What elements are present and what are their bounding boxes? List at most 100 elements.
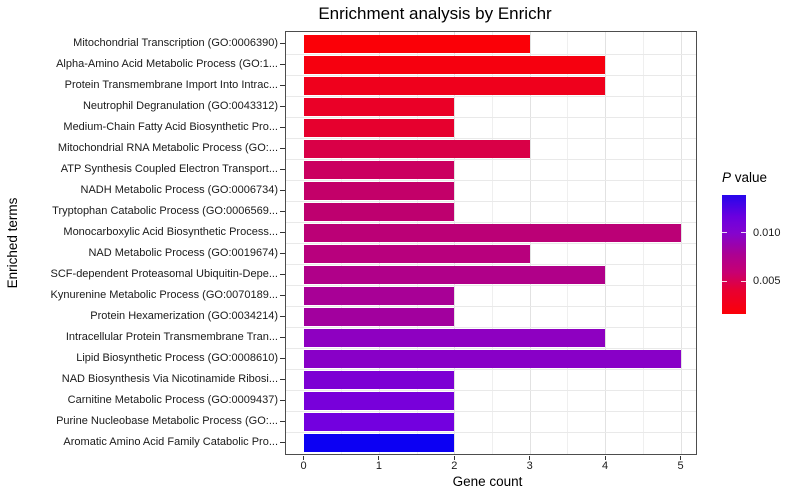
x-gridline-major — [378, 31, 380, 454]
y-axis-label: Mitochondrial RNA Metabolic Process (GO:… — [57, 142, 278, 154]
bar — [303, 307, 455, 326]
bar — [303, 34, 530, 53]
x-axis-label: 2 — [451, 460, 458, 472]
y-gridline — [285, 222, 696, 223]
colorbar-tick-right — [741, 232, 746, 234]
x-gridline-major — [680, 31, 682, 454]
y-axis-label: Neutrophil Degranulation (GO:0043312) — [82, 100, 278, 112]
y-gridline — [285, 264, 696, 265]
bar — [303, 139, 530, 158]
y-gridline — [285, 117, 696, 118]
y-axis-tick — [280, 85, 285, 86]
y-axis-label: Mitochondrial Transcription (GO:0006390) — [73, 37, 278, 49]
y-gridline — [285, 159, 696, 160]
bar — [303, 370, 455, 389]
y-axis-tick — [280, 316, 285, 317]
y-axis-label: Protein Hexamerization (GO:0034214) — [90, 310, 278, 322]
y-gridline — [285, 75, 696, 76]
x-gridline-major — [454, 31, 456, 454]
y-axis-tick — [280, 295, 285, 296]
y-axis-label: ATP Synthesis Coupled Electron Transport… — [60, 163, 278, 175]
y-axis-label: NAD Metabolic Process (GO:0019674) — [88, 247, 278, 259]
x-axis-label: 1 — [375, 460, 382, 472]
y-gridline — [285, 327, 696, 328]
x-axis-label: 3 — [526, 460, 533, 472]
x-axis-label: 0 — [300, 460, 307, 472]
x-gridline-major — [529, 31, 531, 454]
x-axis-tick — [529, 455, 531, 460]
bar — [303, 391, 455, 410]
plot-panel-border — [284, 30, 697, 455]
colorbar-tick-label: 0.010 — [753, 226, 781, 239]
y-axis-tick — [280, 400, 285, 401]
chart-title: Enrichment analysis by Enrichr — [318, 4, 552, 23]
x-gridline-minor — [492, 31, 493, 454]
y-gridline — [285, 180, 696, 181]
y-gridline — [285, 201, 696, 202]
y-axis-tick — [280, 169, 285, 170]
y-axis-label: NAD Biosynthesis Via Nicotinamide Ribosi… — [61, 373, 278, 385]
x-axis-tick — [303, 455, 304, 460]
bar — [303, 202, 455, 221]
x-gridline-minor — [642, 31, 644, 454]
y-axis-tick — [280, 127, 285, 128]
x-gridline-minor — [567, 31, 569, 454]
bar — [303, 286, 455, 305]
colorbar-tick-left — [722, 232, 727, 234]
bar — [303, 55, 606, 74]
y-axis-tick — [280, 358, 285, 359]
y-axis-label: Medium-Chain Fatty Acid Biosynthetic Pro… — [63, 121, 278, 133]
bar — [303, 265, 606, 284]
y-gridline — [285, 243, 696, 244]
x-gridline-minor — [341, 31, 343, 454]
y-axis-label: Carnitine Metabolic Process (GO:0009437) — [67, 394, 278, 406]
y-axis-tick — [280, 337, 285, 338]
y-axis-tick — [280, 190, 285, 191]
y-gridline — [285, 348, 696, 349]
y-gridline — [285, 306, 696, 307]
y-axis-label: Protein Transmembrane Import Into Intrac… — [64, 79, 278, 91]
bar — [303, 181, 455, 200]
y-gridline — [285, 432, 696, 433]
y-axis-tick — [280, 274, 285, 275]
x-gridline-major — [605, 31, 607, 454]
y-axis-tick — [280, 442, 285, 443]
y-gridline — [285, 369, 696, 370]
y-axis-label: Tryptophan Catabolic Process (GO:0006569… — [52, 205, 278, 217]
y-axis-tick — [280, 253, 285, 254]
y-axis-title: Enriched terms — [5, 197, 20, 289]
x-gridline-minor — [416, 31, 418, 454]
y-gridline — [285, 411, 696, 412]
legend-title-rest: value — [731, 170, 768, 185]
y-gridline — [285, 138, 696, 139]
y-axis-label: Alpha-Amino Acid Metabolic Process (GO:1… — [56, 58, 278, 70]
bar — [303, 118, 455, 137]
bar — [303, 328, 606, 347]
y-axis-tick — [280, 106, 285, 107]
y-axis-label: Purine Nucleobase Metabolic Process (GO:… — [56, 415, 278, 427]
y-axis-tick — [280, 64, 285, 65]
y-gridline — [285, 96, 696, 97]
x-axis-tick — [680, 455, 681, 460]
x-axis-tick — [604, 455, 606, 460]
y-axis-tick — [280, 211, 285, 212]
y-axis-tick — [280, 379, 285, 380]
colorbar-tick-right — [741, 280, 746, 282]
x-axis-label: 4 — [602, 460, 609, 472]
x-axis-tick — [378, 455, 380, 460]
bar — [303, 412, 455, 431]
colorbar-tick-label: 0.005 — [753, 275, 781, 288]
y-gridline — [285, 285, 696, 286]
x-axis-label: 5 — [677, 460, 684, 472]
y-gridline — [285, 390, 696, 391]
colorbar-tick-left — [722, 280, 727, 282]
y-axis-tick — [280, 232, 285, 233]
y-axis-label: Kynurenine Metabolic Process (GO:0070189… — [50, 289, 278, 301]
y-axis-label: Monocarboxylic Acid Biosynthetic Process… — [63, 226, 278, 238]
y-axis-label: SCF-dependent Proteasomal Ubiquitin-Depe… — [50, 268, 278, 280]
y-axis-label: Aromatic Amino Acid Family Catabolic Pro… — [63, 436, 278, 448]
y-axis-label: Lipid Biosynthetic Process (GO:0008610) — [76, 352, 278, 364]
bar — [303, 160, 455, 179]
x-axis-tick — [453, 455, 455, 460]
